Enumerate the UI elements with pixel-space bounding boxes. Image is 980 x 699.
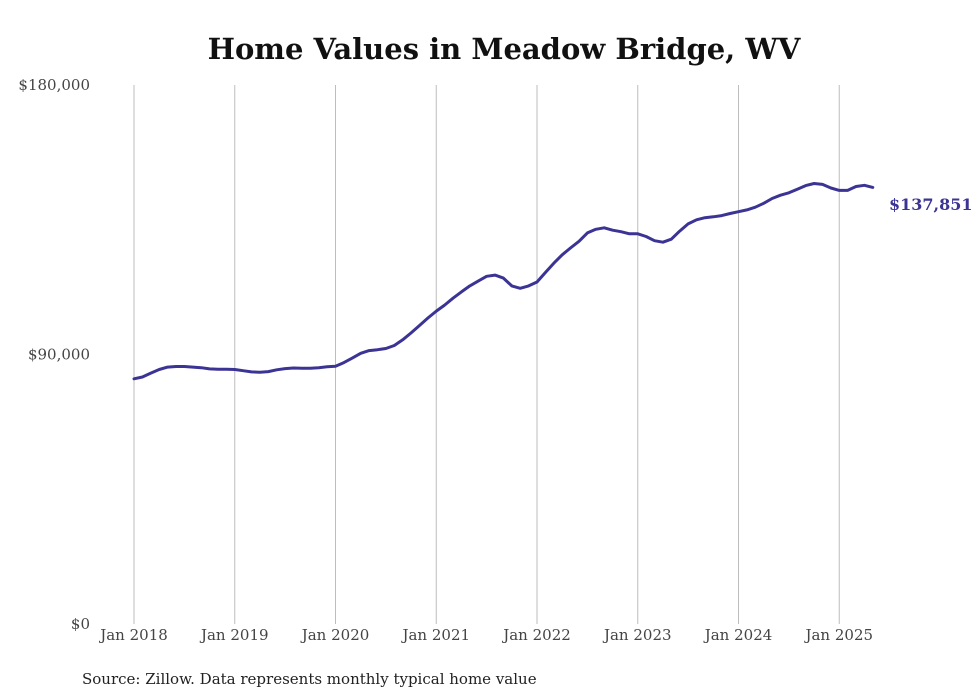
y-tick-label: $180,000 bbox=[18, 76, 90, 94]
x-tick-label: Jan 2022 bbox=[501, 626, 571, 644]
x-tick-label: Jan 2020 bbox=[300, 626, 370, 644]
home-value-line bbox=[132, 182, 875, 381]
x-tick-label: Jan 2018 bbox=[98, 626, 168, 644]
x-tick-label: Jan 2025 bbox=[803, 626, 873, 644]
x-tick-label: Jan 2024 bbox=[703, 626, 773, 644]
y-axis-ticks: $0 $90,000 $180,000 bbox=[18, 76, 90, 633]
x-tick-label: Jan 2019 bbox=[199, 626, 269, 644]
y-tick-label: $90,000 bbox=[28, 346, 90, 364]
chart-title: Home Values in Meadow Bridge, WV bbox=[208, 32, 801, 66]
y-tick-label: $0 bbox=[71, 615, 90, 633]
x-axis-ticks: Jan 2018 Jan 2019 Jan 2020 Jan 2021 Jan 2022… bbox=[98, 626, 873, 644]
latest-value-label: $137,851 bbox=[889, 195, 973, 214]
source-note: Source: Zillow. Data represents monthly … bbox=[82, 670, 537, 688]
x-gridlines bbox=[133, 85, 840, 624]
x-tick-label: Jan 2021 bbox=[400, 626, 470, 644]
x-tick-label: Jan 2023 bbox=[602, 626, 672, 644]
